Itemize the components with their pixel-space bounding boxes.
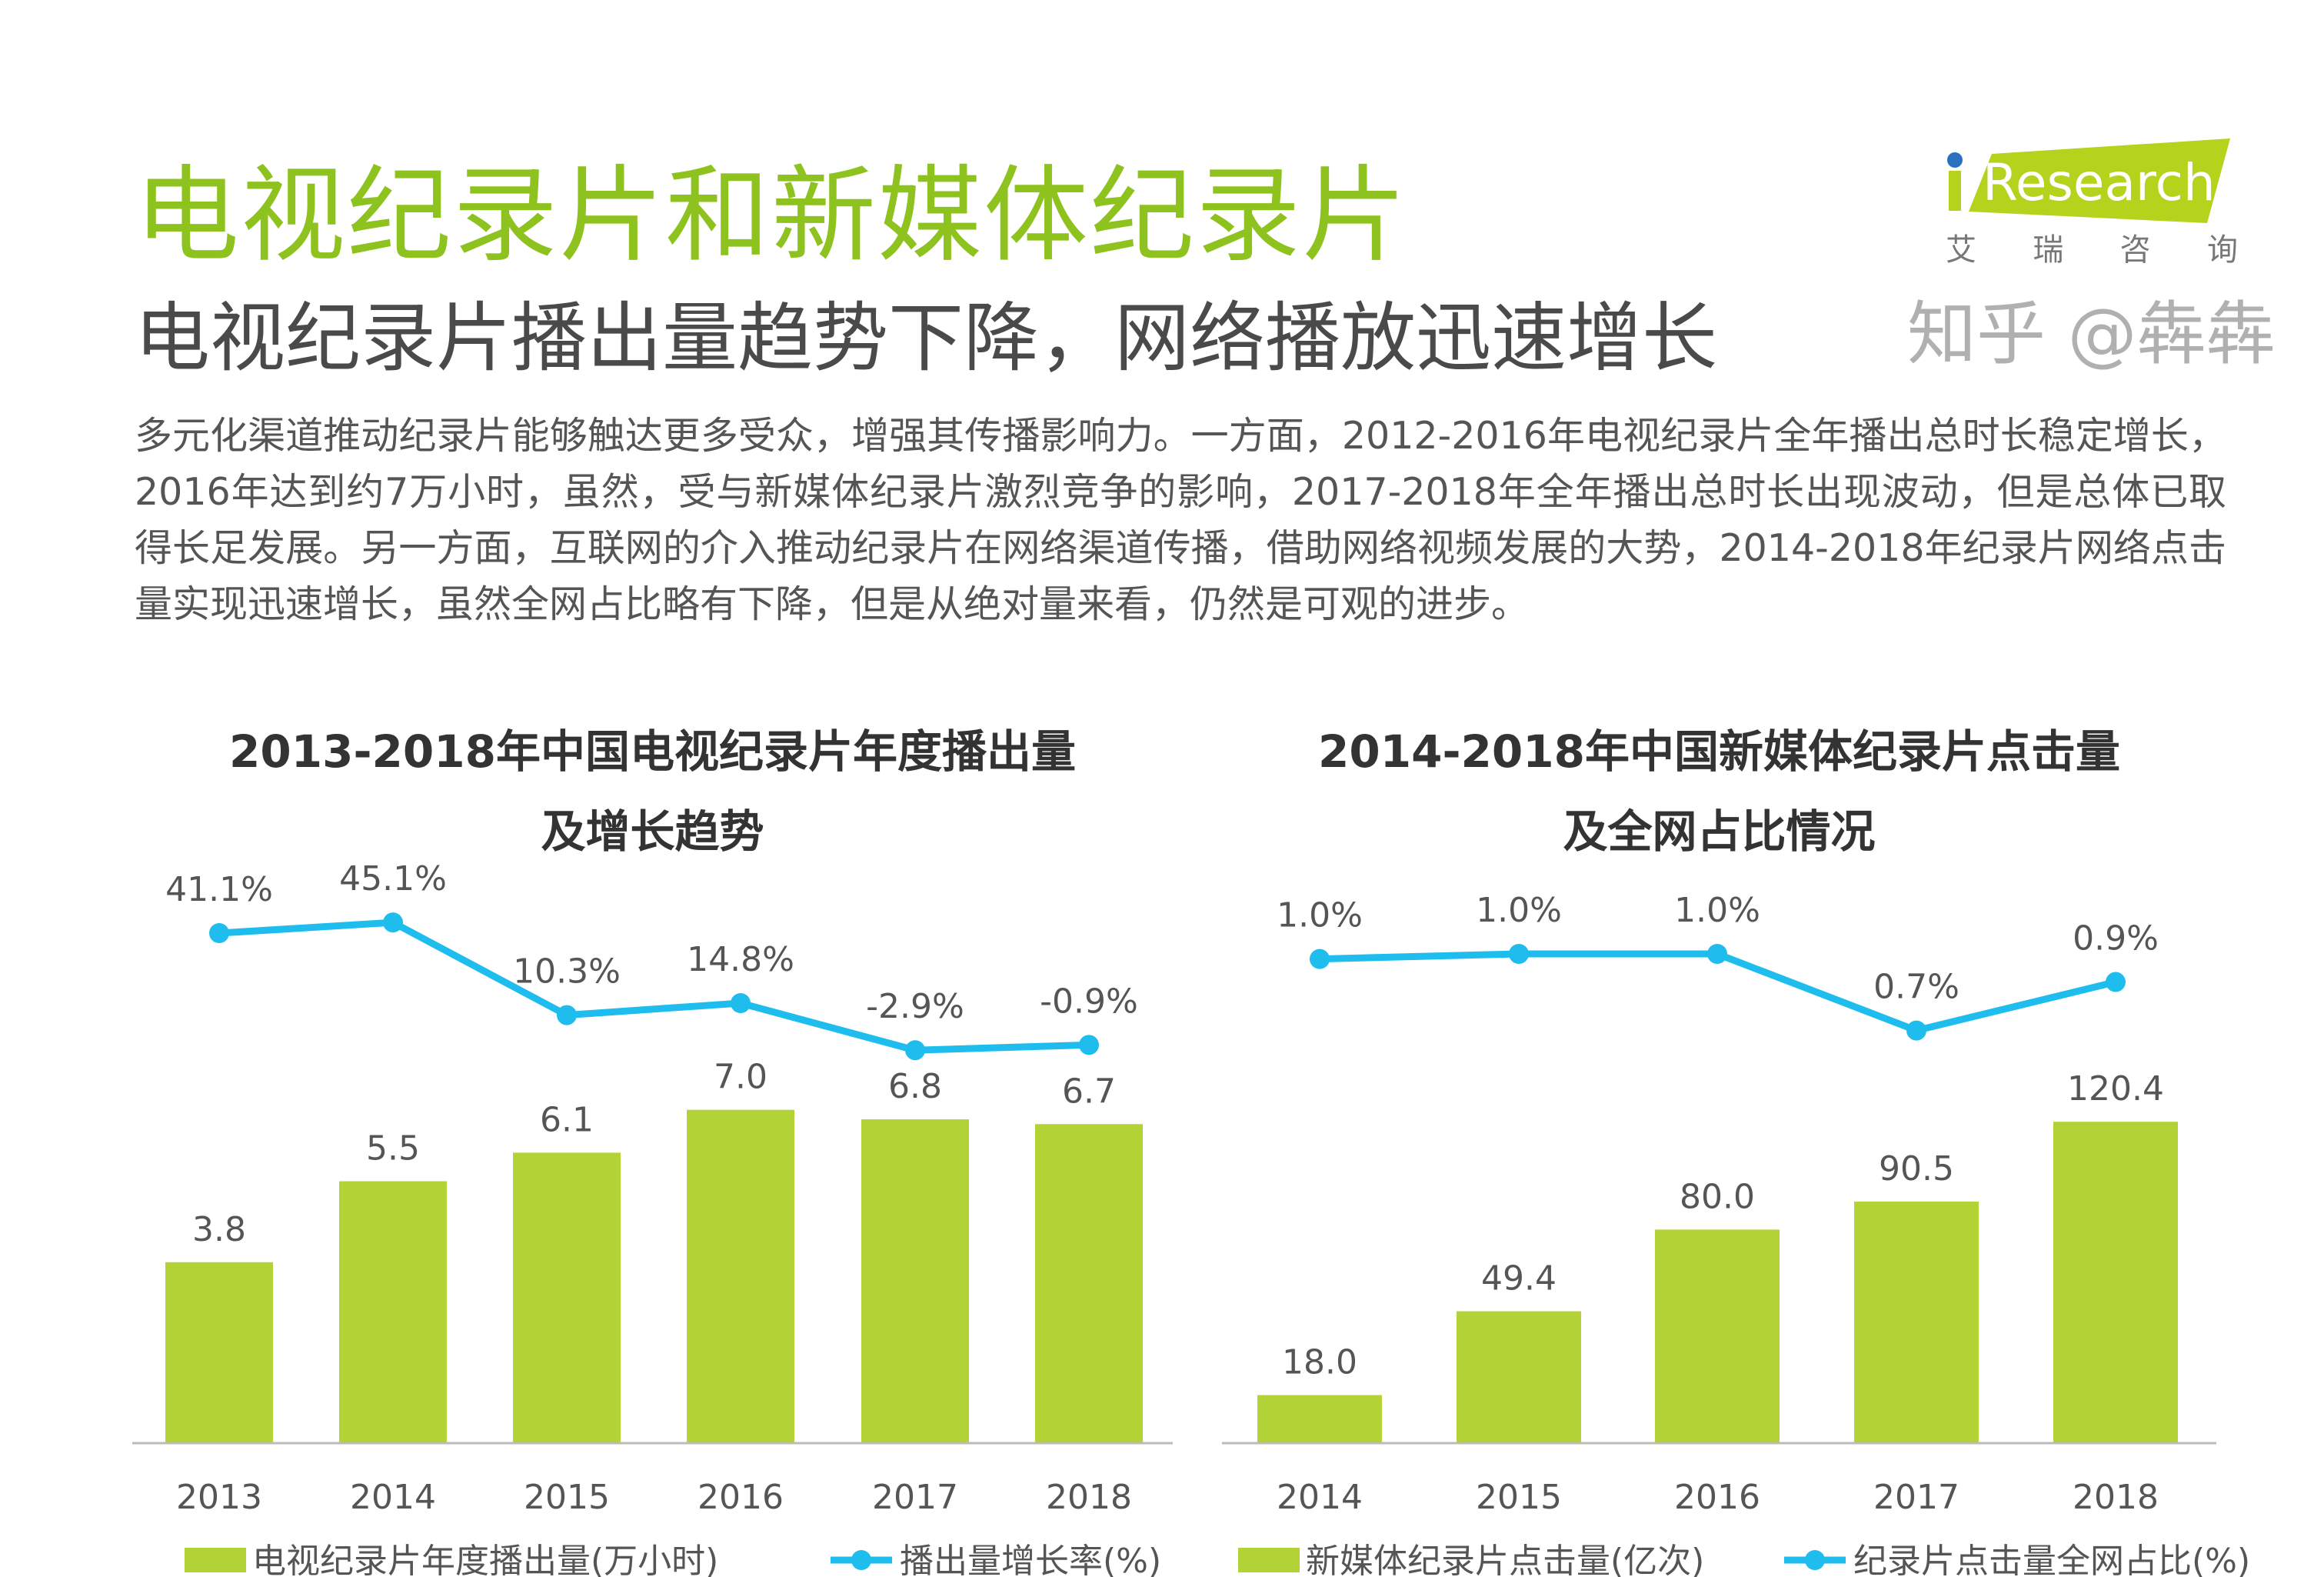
chart1-line-label: 10.3% xyxy=(513,952,621,992)
chart1-title: 2013-2018年中国电视纪录片年度播出量 及增长趋势 xyxy=(132,712,1173,872)
chart1-line-label: -2.9% xyxy=(866,987,964,1026)
chart1-bar-label: 6.1 xyxy=(540,1100,594,1139)
chart2-line-label: 0.9% xyxy=(2073,919,2159,959)
chart2-line-point xyxy=(1906,1020,1926,1041)
chart2-bar-label: 49.4 xyxy=(1481,1259,1557,1299)
logo-char: 询 xyxy=(2206,232,2238,268)
chart1-bar xyxy=(165,1262,273,1443)
chart2-line-series xyxy=(1319,950,2117,1035)
chart1-bar xyxy=(513,1152,621,1443)
chart2-legend-line-marker xyxy=(1805,1550,1825,1570)
chart1-line-point xyxy=(1079,1035,1099,1055)
logo-char: 瑞 xyxy=(2033,232,2064,268)
logo-cn-text: 艾 瑞 咨 询 xyxy=(1946,225,2238,269)
chart1-legend-bar-label: 电视纪录片年度播出量(万小时) xyxy=(252,1542,718,1577)
chart2-legend-line-label: 纪录片点击量全网占比(%) xyxy=(1853,1542,2250,1577)
chart2-line-point xyxy=(1509,944,1529,964)
logo-char: 艾 xyxy=(1946,232,1976,268)
chart2-x-tick-label: 2017 xyxy=(1873,1478,1959,1517)
page-title: 电视纪录片和新媒体纪录片 xyxy=(135,155,1408,277)
watermark: 知乎 @犇犇 xyxy=(1907,294,2276,375)
chart2-line-point xyxy=(1707,944,1727,964)
chart1-title-line2: 及增长趋势 xyxy=(541,805,764,858)
chart2-title: 2014-2018年中国新媒体纪录片点击量 及全网占比情况 xyxy=(1222,712,2216,872)
chart2-line-label: 1.0% xyxy=(1674,891,1760,930)
logo-char: 咨 xyxy=(2119,232,2151,268)
chart2-bar-label: 18.0 xyxy=(1282,1343,1357,1382)
chart1-line-point xyxy=(209,923,229,943)
chart2-bar-label: 120.4 xyxy=(2067,1069,2164,1109)
chart2-x-tick-label: 2014 xyxy=(1277,1478,1363,1517)
chart1-bar-label: 3.8 xyxy=(192,1210,246,1249)
chart1-bar xyxy=(861,1119,969,1443)
svg-text:Research: Research xyxy=(1983,153,2216,212)
chart1-bar-label: 5.5 xyxy=(366,1129,420,1169)
chart1-bar-label: 6.7 xyxy=(1062,1072,1116,1111)
chart2-bar xyxy=(2053,1122,2178,1443)
chart2-bar xyxy=(1854,1201,1979,1443)
chart2-x-tick-label: 2018 xyxy=(2073,1478,2159,1517)
chart2-legend-bar-swatch xyxy=(1238,1548,1300,1572)
intro-paragraph: 多元化渠道推动纪录片能够触达更多受众，增强其传播影响力。一方面，2012-201… xyxy=(135,414,2226,626)
page-subtitle: 电视纪录片播出量趋势下降，网络播放迅速增长 xyxy=(135,295,1718,382)
chart1-legend-bar-swatch xyxy=(185,1548,246,1572)
chart1-line-point xyxy=(731,992,751,1013)
chart1-legend-line-label: 播出量增长率(%) xyxy=(900,1542,1161,1577)
chart1-x-tick-label: 2018 xyxy=(1046,1478,1132,1517)
chart1-x-tick-label: 2013 xyxy=(176,1478,262,1517)
chart2-bar-label: 80.0 xyxy=(1680,1177,1755,1216)
chart1-x-tick-label: 2017 xyxy=(872,1478,958,1517)
chart1-line-point xyxy=(383,912,403,933)
chart1-bar-label: 7.0 xyxy=(714,1058,767,1097)
chart2-title-line2: 及全网占比情况 xyxy=(1563,805,1876,858)
chart2-x-tick-label: 2015 xyxy=(1476,1478,1562,1517)
chart1-line-label: -0.9% xyxy=(1040,982,1138,1021)
chart1-line-label: 41.1% xyxy=(165,870,273,909)
chart1-bar xyxy=(339,1181,447,1443)
chart2-title-line1: 2014-2018年中国新媒体纪录片点击量 xyxy=(1318,725,2120,778)
chart2-bar xyxy=(1257,1395,1382,1443)
chart1-line-label: 45.1% xyxy=(339,859,447,899)
chart1-bar-label: 6.8 xyxy=(888,1067,942,1106)
chart2-bar-label: 90.5 xyxy=(1879,1149,1954,1189)
chart1-x-tick-label: 2016 xyxy=(698,1478,784,1517)
chart2-legend-bar-label: 新媒体纪录片点击量(亿次) xyxy=(1306,1542,1704,1577)
chart2-bar xyxy=(1655,1229,1780,1443)
chart2-line-label: 1.0% xyxy=(1476,891,1562,930)
chart1-bar xyxy=(1035,1124,1143,1443)
chart1-legend-line-marker xyxy=(851,1550,871,1570)
chart2-line-label: 0.7% xyxy=(1873,968,1959,1007)
chart1-line-series xyxy=(218,919,1090,1054)
chart2-line-point xyxy=(2106,972,2126,992)
chart1-title-line1: 2013-2018年中国电视纪录片年度播出量 xyxy=(229,725,1076,778)
chart2-x-tick-label: 2016 xyxy=(1674,1478,1760,1517)
chart1-line-point xyxy=(557,1005,577,1025)
chart2-line-label: 1.0% xyxy=(1277,896,1363,935)
chart1-line-label: 14.8% xyxy=(687,940,794,979)
chart2-line-point xyxy=(1310,949,1330,969)
chart1-bar xyxy=(687,1109,794,1443)
chart1-line-point xyxy=(905,1040,925,1061)
chart2-bar xyxy=(1457,1311,1581,1443)
iresearch-logo: Research xyxy=(1947,138,2230,223)
chart1-x-tick-label: 2014 xyxy=(350,1478,436,1517)
chart1-x-tick-label: 2015 xyxy=(524,1478,610,1517)
